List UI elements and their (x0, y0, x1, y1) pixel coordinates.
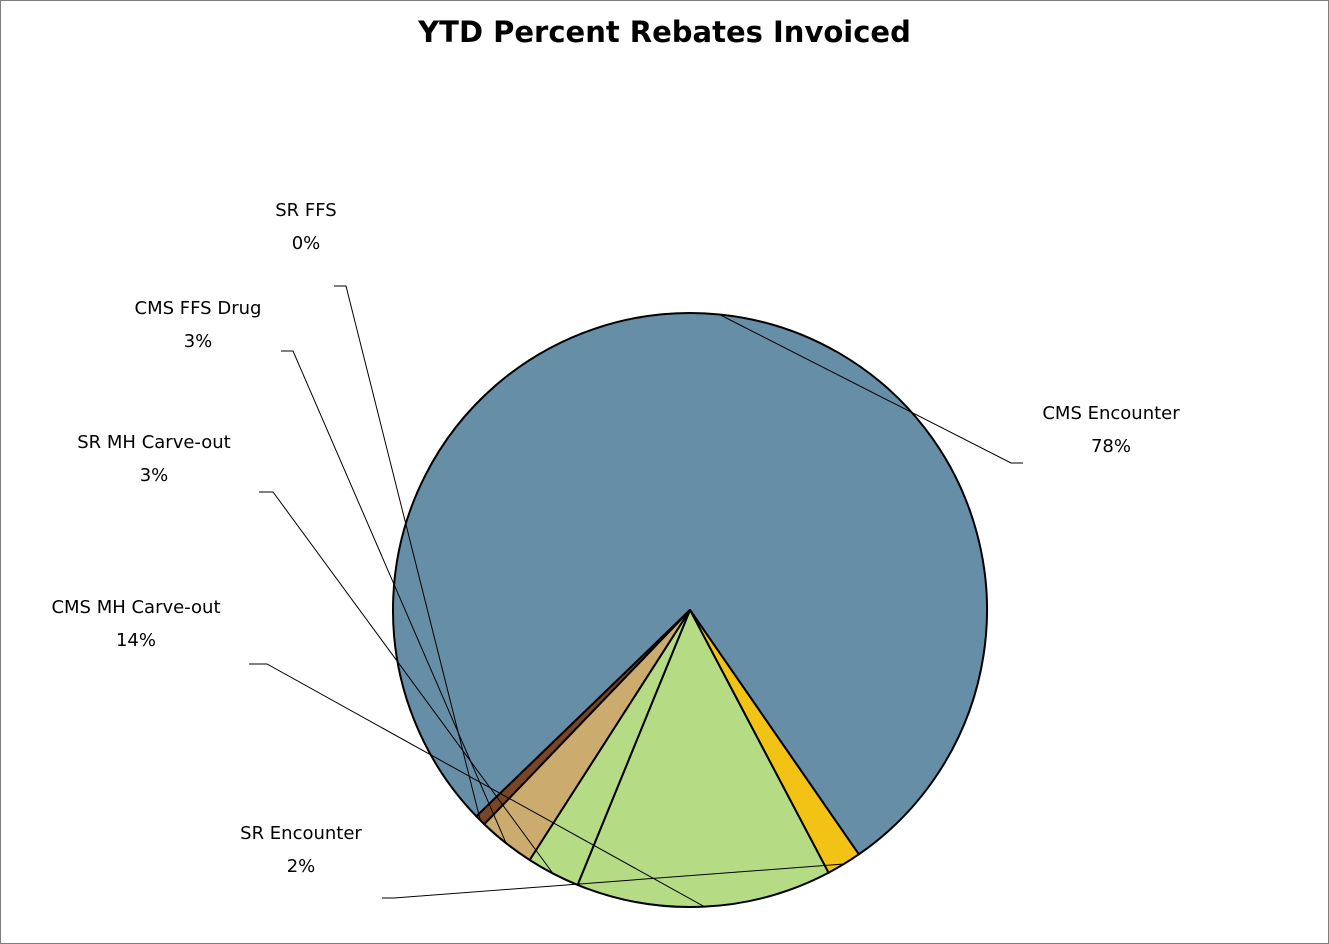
data-label-name: SR MH Carve-out (77, 432, 230, 453)
data-label-percent: 2% (287, 856, 316, 877)
data-label-percent: 0% (292, 233, 321, 254)
data-label-cms-encounter: CMS Encounter 78% (1042, 403, 1180, 457)
leader-line-sr-mh-carve-out (259, 491, 554, 874)
data-label-percent: 3% (184, 331, 213, 352)
data-label-cms-mh-carve-out: CMS MH Carve-out 14% (51, 597, 220, 651)
data-label-name: CMS FFS Drug (135, 298, 262, 319)
leader-line-sr-ffs (334, 285, 481, 821)
data-label-sr-ffs: SR FFS 0% (275, 200, 336, 254)
pie-slices (392, 312, 989, 908)
leader-line-cms-ffs-drug (281, 350, 507, 844)
data-label-name: SR Encounter (240, 823, 362, 844)
data-label-percent: 78% (1091, 436, 1131, 457)
data-label-name: CMS MH Carve-out (51, 597, 220, 618)
data-label-percent: 14% (116, 630, 156, 651)
data-label-sr-mh-carve-out: SR MH Carve-out 3% (77, 432, 230, 486)
data-labels: CMS Encounter 78% SR Encounter 2% CMS MH Car… (51, 200, 1180, 908)
data-label-name: SR FFS (275, 200, 336, 221)
data-label-percent: 3% (140, 465, 169, 486)
data-label-cms-ffs-drug: CMS FFS Drug 3% (135, 298, 262, 352)
chart-title: YTD Percent Rebates Invoiced (418, 15, 911, 49)
data-label-sr-encounter: SR Encounter 2% (240, 823, 362, 877)
leader-line-sr-encounter (382, 863, 844, 899)
leader-line-cms-encounter (719, 314, 1023, 464)
leader-line-cms-mh-carve-out (249, 663, 705, 908)
data-label-name: CMS Encounter (1042, 403, 1180, 424)
